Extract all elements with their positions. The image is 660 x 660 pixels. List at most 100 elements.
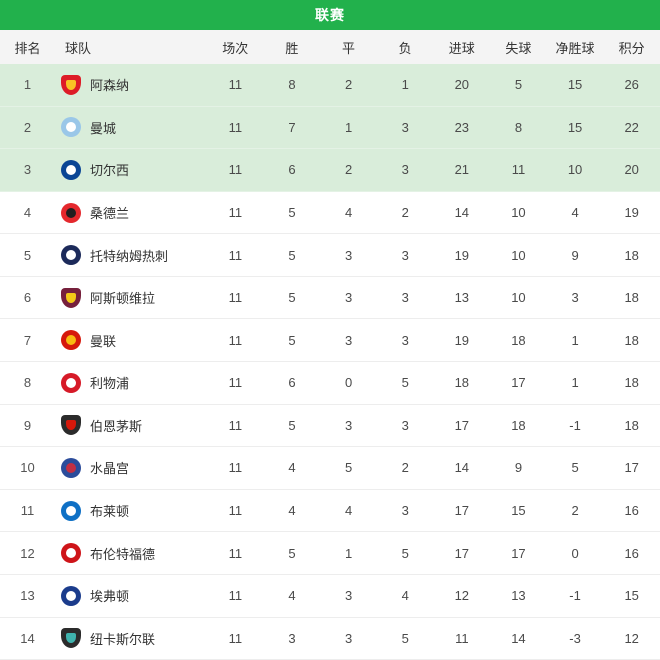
draws-value: 4: [344, 503, 353, 519]
played-value: 11: [228, 503, 243, 519]
points-value: 18: [624, 417, 639, 433]
goals-for-value: 13: [454, 290, 470, 306]
table-row[interactable]: 13 埃弗顿 11 4 3 4 12 13 -1 15: [0, 574, 660, 618]
team-cell: 水晶宫: [55, 457, 207, 478]
team-name: 曼城: [90, 120, 117, 136]
col-header-rank: 排名: [14, 40, 41, 56]
losses-value: 3: [401, 332, 409, 348]
table-row[interactable]: 2 曼城 11 7 1 3 23 8 15 22: [0, 106, 660, 150]
goal-diff-value: 4: [571, 205, 579, 221]
played-value: 11: [228, 375, 243, 391]
team-cell: 阿森纳: [55, 74, 207, 95]
losses-value: 3: [401, 503, 409, 519]
goal-diff-value: -3: [569, 630, 581, 646]
goals-for-value: 23: [454, 119, 470, 135]
league-title: 联赛: [315, 7, 345, 23]
goals-for-value: 14: [454, 460, 470, 476]
table-row[interactable]: 8 利物浦 11 6 0 5 18 17 1 18: [0, 362, 660, 405]
team-name: 阿斯顿维拉: [90, 291, 156, 307]
sunderland-crest-icon: [61, 202, 81, 223]
points-value: 12: [624, 630, 639, 646]
wins-value: 6: [288, 162, 296, 178]
table-row[interactable]: 6 阿斯顿维拉 11 5 3 3 13 10 3 18: [0, 276, 660, 320]
team-name: 曼联: [90, 333, 117, 349]
wins-value: 8: [288, 77, 296, 93]
liverpool-crest-icon: [61, 372, 81, 393]
goal-diff-value: 1: [571, 375, 579, 391]
col-header-played: 场次: [222, 40, 249, 56]
rank-value: 13: [20, 588, 35, 604]
goals-for-value: 18: [454, 375, 470, 391]
points-value: 19: [624, 205, 639, 221]
goal-diff-value: 15: [567, 77, 583, 93]
goals-against-value: 17: [511, 545, 526, 561]
draws-value: 3: [344, 588, 353, 604]
losses-value: 3: [401, 290, 409, 306]
table-row[interactable]: 4 桑德兰 11 5 4 2 14 10 4 19: [0, 191, 660, 235]
team-cell: 利物浦: [55, 372, 207, 393]
goals-for-value: 19: [454, 247, 470, 263]
team-name: 托特纳姆热刺: [90, 248, 169, 264]
table-row[interactable]: 3 切尔西 11 6 2 3 21 11 10 20: [0, 149, 660, 192]
table-row[interactable]: 11 布莱顿 11 4 4 3 17 15 2 16: [0, 489, 660, 533]
table-row[interactable]: 10 水晶宫 11 4 5 2 14 9 5 17: [0, 447, 660, 490]
table-row[interactable]: 14 纽卡斯尔联 11 3 3 5 11 14 -3 12: [0, 617, 660, 660]
table-row[interactable]: 9 伯恩茅斯 11 5 3 3 17 18 -1 18: [0, 404, 660, 448]
team-cell: 布伦特福德: [55, 543, 207, 564]
team-name: 水晶宫: [90, 461, 130, 477]
team-name: 布莱顿: [90, 504, 130, 520]
team-cell: 伯恩茅斯: [55, 415, 207, 436]
crystal-palace-crest-icon: [61, 457, 81, 478]
table-row[interactable]: 1 阿森纳 11 8 2 1 20 5 15 26: [0, 64, 660, 107]
losses-value: 5: [401, 545, 409, 561]
table-row[interactable]: 7 曼联 11 5 3 3 19 18 1 18: [0, 319, 660, 363]
goals-for-value: 17: [454, 417, 470, 433]
goals-against-value: 14: [511, 630, 526, 646]
brentford-crest-icon: [61, 543, 81, 564]
goals-against-value: 18: [511, 417, 526, 433]
goals-against-value: 5: [514, 77, 523, 93]
league-title-bar: 联赛: [0, 0, 660, 30]
wins-value: 5: [288, 417, 296, 433]
man-city-crest-icon: [61, 117, 81, 138]
draws-value: 2: [344, 77, 353, 93]
draws-value: 1: [344, 545, 353, 561]
tottenham-crest-icon: [61, 245, 81, 266]
rank-value: 4: [23, 205, 32, 221]
losses-value: 3: [401, 417, 409, 433]
goals-for-value: 21: [454, 162, 470, 178]
goals-for-value: 20: [454, 77, 470, 93]
points-value: 16: [624, 545, 639, 561]
wins-value: 5: [288, 290, 296, 306]
team-name: 阿森纳: [90, 78, 130, 94]
goals-against-value: 15: [511, 503, 526, 519]
table-row[interactable]: 5 托特纳姆热刺 11 5 3 3 19 10 9 18: [0, 234, 660, 277]
team-name: 伯恩茅斯: [90, 418, 143, 434]
rank-value: 14: [20, 630, 35, 646]
points-value: 18: [624, 375, 639, 391]
goals-for-value: 11: [455, 630, 469, 646]
team-cell: 埃弗顿: [55, 585, 207, 606]
arsenal-crest-icon: [61, 74, 81, 95]
draws-value: 2: [344, 162, 353, 178]
draws-value: 3: [344, 290, 353, 306]
points-value: 22: [624, 119, 639, 135]
rank-value: 11: [20, 503, 35, 519]
played-value: 11: [228, 162, 243, 178]
goal-diff-value: 2: [571, 503, 579, 519]
table-row[interactable]: 12 布伦特福德 11 5 1 5 17 17 0 16: [0, 532, 660, 575]
played-value: 11: [228, 460, 243, 476]
bournemouth-crest-icon: [61, 415, 81, 436]
team-cell: 曼城: [55, 117, 207, 138]
goals-against-value: 10: [511, 205, 526, 221]
played-value: 11: [228, 77, 243, 93]
draws-value: 0: [344, 375, 353, 391]
goal-diff-value: 0: [571, 545, 579, 561]
goal-diff-value: -1: [569, 588, 581, 604]
team-cell: 曼联: [55, 330, 207, 351]
losses-value: 3: [401, 162, 409, 178]
chelsea-crest-icon: [61, 159, 81, 180]
goal-diff-value: 15: [567, 119, 583, 135]
team-cell: 切尔西: [55, 159, 207, 180]
